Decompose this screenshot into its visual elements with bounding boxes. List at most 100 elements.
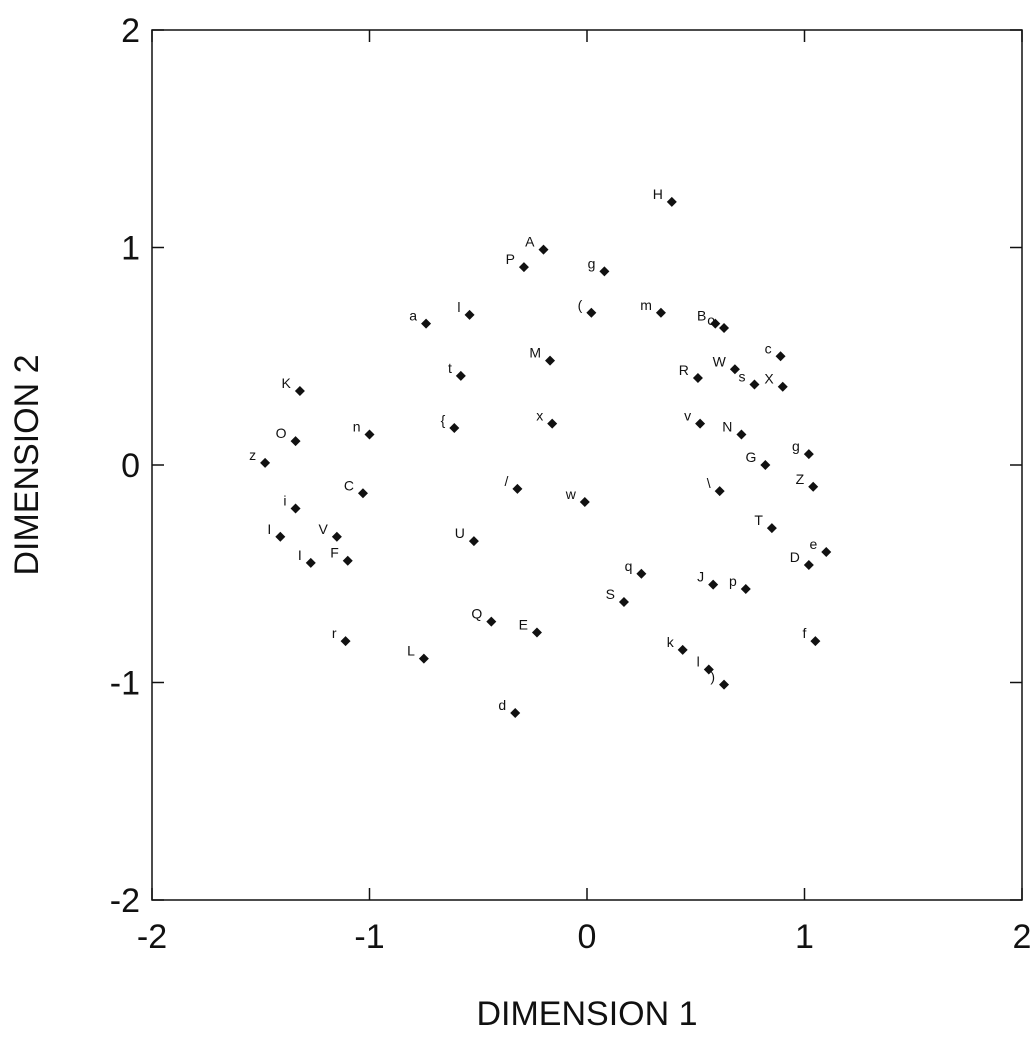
axis-ticks xyxy=(151,29,1023,901)
data-point-marker xyxy=(512,483,523,494)
data-point-label: l xyxy=(457,299,460,315)
data-point-marker xyxy=(290,503,301,514)
data-point-label: d xyxy=(498,697,506,713)
data-point-label: l xyxy=(697,653,700,669)
data-point-marker xyxy=(692,373,703,383)
data-point-marker xyxy=(719,679,730,690)
data-point-label: a xyxy=(409,308,417,324)
data-point-label: { xyxy=(441,412,446,428)
data-point-label: / xyxy=(505,473,509,489)
data-point-marker xyxy=(736,429,747,440)
data-point-label: I xyxy=(267,521,271,537)
data-point-marker xyxy=(538,244,549,255)
x-tick-label: 2 xyxy=(1013,918,1032,956)
data-point-label: \ xyxy=(707,475,711,491)
data-point-marker xyxy=(531,627,542,638)
data-point-label: p xyxy=(729,573,737,589)
data-point-marker xyxy=(364,429,375,440)
data-point-label: R xyxy=(679,362,689,378)
data-point-label: I xyxy=(298,547,302,563)
data-point-marker xyxy=(290,436,301,447)
data-point-label: C xyxy=(344,477,354,493)
data-point-marker xyxy=(636,568,647,579)
data-point-marker xyxy=(821,547,832,557)
data-point-label: t xyxy=(448,360,452,376)
data-point-label: D xyxy=(790,549,800,565)
data-point-label: Q xyxy=(471,606,482,622)
data-point-label: ( xyxy=(578,297,583,313)
data-point-label: S xyxy=(606,586,615,602)
data-point-marker xyxy=(803,449,814,460)
data-point-label: f xyxy=(802,625,806,641)
data-point-marker xyxy=(305,557,316,568)
data-point-label: L xyxy=(407,643,415,659)
data-point-label: n xyxy=(353,419,361,435)
data-point-marker xyxy=(518,262,529,273)
data-point-label: x xyxy=(536,408,543,424)
data-point-label: V xyxy=(319,521,329,537)
data-point-label: K xyxy=(282,375,292,391)
data-point-label: G xyxy=(745,449,756,465)
data-point-label: P xyxy=(506,251,515,267)
data-point-marker xyxy=(342,555,353,566)
data-point-label: w xyxy=(565,486,577,502)
y-tick-label: -2 xyxy=(110,882,140,920)
data-point-marker xyxy=(547,418,558,429)
data-point-marker xyxy=(710,318,721,329)
data-point-marker xyxy=(703,664,714,675)
data-point-label: g xyxy=(588,255,596,271)
data-point-marker xyxy=(695,418,706,429)
data-point-label: m xyxy=(640,297,652,313)
data-point-marker xyxy=(708,579,719,590)
data-point-marker xyxy=(729,364,740,375)
data-point-label: E xyxy=(519,616,528,632)
y-tick-label: 1 xyxy=(121,230,140,268)
data-point-label: r xyxy=(332,625,337,641)
data-point-marker xyxy=(719,322,730,333)
data-point-label: v xyxy=(684,408,691,424)
data-point-marker xyxy=(455,370,466,381)
data-point-label: e xyxy=(809,536,817,552)
data-point-label: i xyxy=(283,493,286,509)
data-point-label: J xyxy=(697,569,704,585)
data-point-label: F xyxy=(330,545,339,561)
data-point-label: W xyxy=(713,353,727,369)
data-point-marker xyxy=(810,636,821,647)
data-point-marker xyxy=(294,386,305,397)
data-point-marker xyxy=(760,460,771,470)
data-point-marker xyxy=(618,597,629,608)
data-point-marker xyxy=(468,536,479,547)
data-point-label: M xyxy=(529,345,541,361)
data-point-label: k xyxy=(667,634,675,650)
data-point-label: g xyxy=(792,438,800,454)
data-point-label: B xyxy=(697,308,706,324)
data-point-marker xyxy=(666,196,677,207)
x-tick-label: -2 xyxy=(137,918,167,956)
data-point-label: H xyxy=(653,186,663,202)
data-point-marker xyxy=(714,486,725,497)
data-point-marker xyxy=(340,636,351,647)
data-point-marker xyxy=(677,644,688,655)
data-point-marker xyxy=(655,307,666,318)
data-point-label: z xyxy=(249,447,256,463)
data-point-label: X xyxy=(764,371,774,387)
data-point-marker xyxy=(510,707,521,718)
data-point-label: A xyxy=(525,234,535,250)
data-point-marker xyxy=(357,488,368,499)
data-point-label: o xyxy=(707,312,715,328)
y-axis-title: DIMENSION 2 xyxy=(8,354,46,575)
x-tick-label: 1 xyxy=(795,918,814,956)
x-tick-label: 0 xyxy=(578,918,597,956)
data-point-marker xyxy=(331,531,342,542)
data-point-marker xyxy=(464,309,475,320)
data-point-marker xyxy=(260,457,271,468)
data-point-marker xyxy=(808,481,819,492)
data-point-marker xyxy=(449,423,460,434)
data-point-label: s xyxy=(738,369,745,385)
data-point-marker xyxy=(586,307,597,318)
data-point-marker xyxy=(740,583,751,594)
data-point-marker xyxy=(777,381,788,392)
